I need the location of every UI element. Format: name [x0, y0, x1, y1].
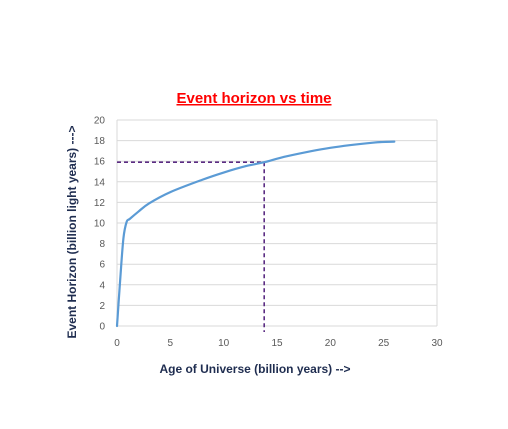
- x-tick-labels: 0 5 10 15 20 25 30: [114, 338, 443, 349]
- x-tick-label: 15: [271, 338, 283, 349]
- x-tick-label: 10: [218, 338, 230, 349]
- series-group: [115, 140, 396, 328]
- y-tick-label: 10: [94, 219, 106, 230]
- x-axis-title: Age of Universe (billion years) -->: [159, 362, 350, 376]
- y-tick-label: 16: [94, 157, 106, 168]
- annotation-guides: [117, 161, 266, 332]
- x-tick-label: 20: [325, 338, 337, 349]
- y-axis-title: Event Horizon (billion light years) --->: [65, 125, 79, 338]
- y-tick-label: 14: [94, 177, 106, 188]
- y-tick-label: 12: [94, 198, 106, 209]
- y-tick-label: 6: [99, 260, 105, 271]
- x-tick-label: 25: [378, 338, 390, 349]
- x-tick-label: 5: [168, 338, 174, 349]
- y-tick-label: 20: [94, 116, 106, 127]
- y-tick-labels: 0 2 4 6 8 10 12 14 16 18 20: [94, 116, 106, 333]
- chart-title: Event horizon vs time: [176, 90, 331, 107]
- x-tick-label: 30: [431, 338, 443, 349]
- y-tick-label: 18: [94, 136, 106, 147]
- x-tick-label: 0: [114, 338, 120, 349]
- y-tick-label: 8: [99, 239, 105, 250]
- grid: [116, 119, 438, 327]
- y-tick-label: 2: [99, 301, 105, 312]
- y-tick-label: 0: [99, 322, 105, 333]
- y-tick-label: 4: [99, 280, 105, 291]
- series-line: [115, 140, 396, 328]
